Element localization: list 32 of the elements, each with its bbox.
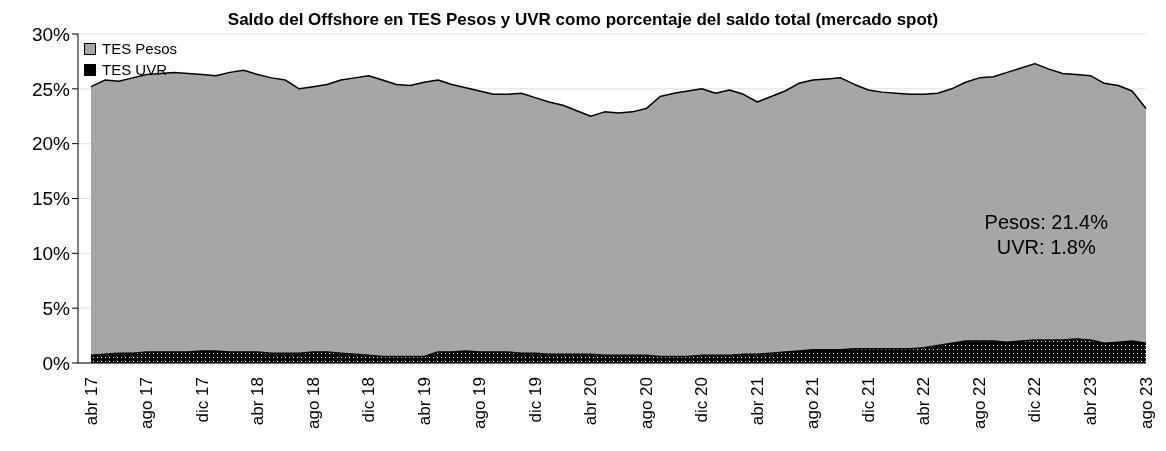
x-tick-label: dic 19: [525, 377, 545, 423]
x-tick-label: ago 18: [303, 377, 323, 429]
y-tick-label: 5%: [42, 297, 71, 319]
x-tick-label: ago 22: [969, 377, 989, 429]
y-tick-label: 10%: [31, 243, 71, 265]
x-tick-label: abr 22: [914, 377, 934, 426]
x-tick-label: ago 19: [470, 377, 490, 429]
y-tick-label: 20%: [31, 133, 71, 155]
x-tick-label: abr 19: [414, 377, 434, 426]
x-tick-label: ago 17: [137, 377, 157, 429]
x-tick-label: abr 21: [747, 377, 767, 426]
y-tick-label: 30%: [31, 23, 71, 45]
legend-label: TES Pesos: [102, 39, 178, 59]
x-tick-label: abr 18: [248, 377, 268, 426]
x-tick-label: abr 20: [581, 377, 601, 426]
x-tick-label: ago 20: [636, 377, 656, 429]
x-tick-label: abr 23: [1080, 377, 1100, 426]
y-tick-label: 0%: [42, 352, 71, 374]
x-tick-label: abr 17: [81, 377, 101, 426]
x-tick-label: dic 18: [359, 377, 379, 423]
x-tick-label: dic 22: [1025, 377, 1045, 423]
x-tick-label: dic 17: [192, 377, 212, 423]
y-tick-label: 15%: [31, 188, 71, 210]
x-tick-label: dic 21: [858, 377, 878, 423]
x-tick-label: dic 20: [692, 377, 712, 423]
annotation: Pesos: 21.4%: [984, 210, 1108, 235]
x-tick-label: ago 23: [1136, 377, 1156, 429]
annotation: UVR: 1.8%: [995, 235, 1097, 260]
x-tick-label: ago 21: [803, 377, 823, 429]
legend-label: TES UVR: [102, 60, 168, 80]
chart-title: Saldo del Offshore en TES Pesos y UVR como porcentaje del saldo total (mercado spot): [227, 10, 939, 29]
y-tick-label: 25%: [31, 78, 71, 100]
